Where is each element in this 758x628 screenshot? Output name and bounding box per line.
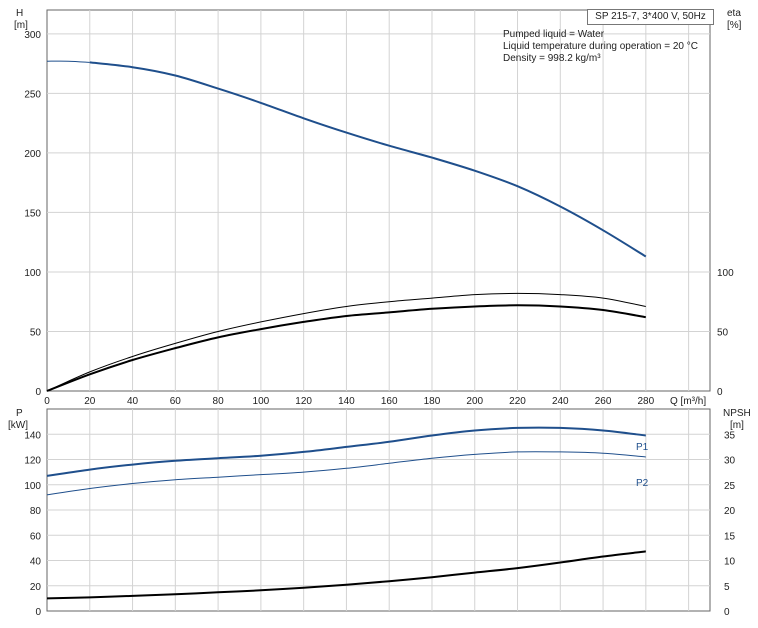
eta-tick-label: 100 bbox=[717, 268, 734, 279]
top-panel-tick-labels: 0 50 100 150 200 250 300 0 50 100 0 20 40 60 80 100 120 1… bbox=[24, 30, 734, 407]
npsh-tick-label: 10 bbox=[724, 557, 736, 568]
curves bbox=[46, 60, 647, 600]
npsh-tick-label: 25 bbox=[724, 481, 736, 492]
eta-tick-label: 0 bbox=[717, 387, 723, 398]
power-p1-curve bbox=[46, 426, 646, 477]
head-curve-extrapolated bbox=[46, 60, 90, 63]
eta-axis-unit: [%] bbox=[727, 20, 742, 31]
head-tick-label: 200 bbox=[24, 149, 41, 160]
bottom-panel-tick-labels: 0 20 40 60 80 100 120 140 0 5 10 15 20 25 30 35 bbox=[24, 430, 735, 618]
flow-tick-label: 20 bbox=[84, 396, 96, 407]
head-tick-label: 100 bbox=[24, 268, 41, 279]
power-axis-unit: [kW] bbox=[8, 420, 28, 431]
p2-series-label: P2 bbox=[636, 478, 649, 489]
flow-tick-label: 100 bbox=[253, 396, 270, 407]
efficiency-curve-thin bbox=[46, 292, 646, 392]
flow-axis-label: Q [m³/h] bbox=[670, 396, 706, 407]
eta-tick-label: 50 bbox=[717, 327, 729, 338]
flow-tick-label: 140 bbox=[338, 396, 355, 407]
efficiency-curve bbox=[46, 304, 646, 392]
power-tick-label: 80 bbox=[30, 506, 42, 517]
head-axis-unit: [m] bbox=[14, 20, 28, 31]
pump-info-block: Pumped liquid = Water Liquid temperature… bbox=[503, 29, 698, 65]
power-tick-label: 20 bbox=[30, 582, 42, 593]
power-tick-label: 60 bbox=[30, 531, 42, 542]
head-curve bbox=[89, 61, 647, 258]
top-panel-grid bbox=[46, 9, 711, 392]
power-tick-label: 40 bbox=[30, 557, 42, 568]
head-tick-label: 300 bbox=[24, 30, 41, 41]
power-p2-curve bbox=[46, 451, 646, 496]
pumped-liquid-text: Pumped liquid = Water bbox=[503, 29, 605, 40]
flow-tick-label: 240 bbox=[552, 396, 569, 407]
flow-tick-label: 0 bbox=[44, 396, 50, 407]
flow-tick-label: 220 bbox=[509, 396, 526, 407]
flow-tick-label: 280 bbox=[637, 396, 654, 407]
head-tick-label: 150 bbox=[24, 208, 41, 219]
pump-model-label: SP 215-7, 3*400 V, 50Hz bbox=[587, 9, 714, 25]
npsh-curve bbox=[46, 550, 646, 600]
head-tick-label: 250 bbox=[24, 89, 41, 100]
power-tick-label: 100 bbox=[24, 481, 41, 492]
power-tick-label: 0 bbox=[35, 607, 41, 618]
npsh-tick-label: 30 bbox=[724, 456, 736, 467]
npsh-tick-label: 35 bbox=[724, 430, 736, 441]
p1-series-label: P1 bbox=[636, 442, 649, 453]
npsh-tick-label: 15 bbox=[724, 531, 736, 542]
flow-tick-label: 80 bbox=[213, 396, 225, 407]
liquid-temperature-text: Liquid temperature during operation = 20… bbox=[503, 41, 698, 52]
bottom-panel-grid bbox=[46, 408, 711, 612]
power-axis-label: P bbox=[16, 408, 23, 419]
flow-tick-label: 180 bbox=[424, 396, 441, 407]
npsh-tick-label: 5 bbox=[724, 582, 730, 593]
eta-axis-label: eta bbox=[727, 8, 741, 19]
head-axis-label: H bbox=[16, 8, 23, 19]
flow-tick-label: 40 bbox=[127, 396, 139, 407]
flow-tick-label: 120 bbox=[295, 396, 312, 407]
flow-tick-label: 160 bbox=[381, 396, 398, 407]
flow-tick-label: 200 bbox=[466, 396, 483, 407]
power-tick-label: 140 bbox=[24, 430, 41, 441]
flow-tick-label: 260 bbox=[595, 396, 612, 407]
top-frame bbox=[46, 9, 711, 392]
npsh-tick-label: 0 bbox=[724, 607, 730, 618]
npsh-axis-label: NPSH bbox=[723, 408, 751, 419]
density-text: Density = 998.2 kg/m³ bbox=[503, 53, 601, 64]
npsh-axis-unit: [m] bbox=[730, 420, 744, 431]
power-tick-label: 120 bbox=[24, 456, 41, 467]
head-tick-label: 0 bbox=[35, 387, 41, 398]
flow-tick-label: 60 bbox=[170, 396, 182, 407]
head-tick-label: 50 bbox=[30, 327, 42, 338]
npsh-tick-label: 20 bbox=[724, 506, 736, 517]
